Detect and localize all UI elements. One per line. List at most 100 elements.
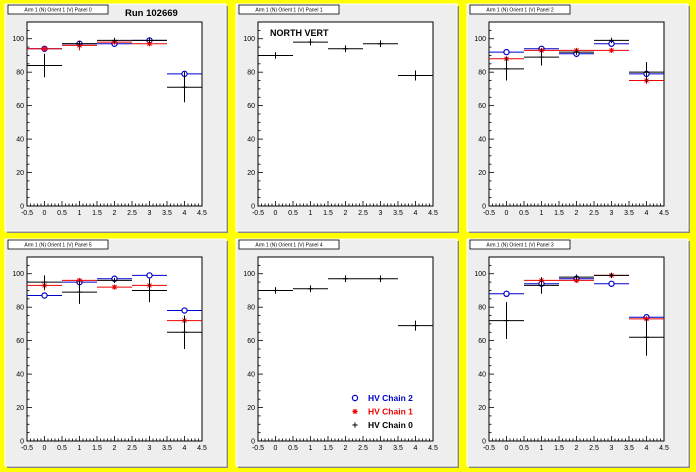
data-point (167, 307, 202, 314)
y-tick-label: 20 (16, 170, 24, 177)
x-tick-label: 3.5 (624, 210, 634, 217)
x-tick-label: 2 (575, 210, 579, 217)
pad-title: Arm 1 (N) Orient 1 (V) Panel 4 (238, 239, 340, 250)
marker (608, 47, 615, 54)
marker (503, 290, 510, 297)
marker (76, 289, 83, 295)
y-tick-label: 80 (247, 70, 255, 77)
marker (111, 277, 118, 284)
data-point (97, 284, 132, 290)
y-tick-label: 0 (251, 204, 255, 211)
x-tick-label: 3.5 (162, 445, 172, 452)
data-point (559, 49, 594, 55)
y-tick-label: 20 (16, 405, 24, 412)
pad-title-text: Arm 1 (N) Orient 1 (V) Panel 1 (255, 8, 322, 14)
x-tick-label: 4.5 (197, 210, 207, 217)
x-tick-label: 2.5 (589, 445, 599, 452)
y-tick-label: 0 (20, 204, 24, 211)
plot-frame (26, 21, 203, 207)
y-tick-label: 100 (243, 271, 255, 278)
x-tick-label: 0 (43, 210, 47, 217)
data-point (524, 277, 559, 294)
data-point (293, 285, 328, 293)
data-point (62, 41, 97, 47)
legend-entry: HV Chain 1 (352, 407, 413, 417)
marker (538, 282, 545, 289)
x-tick-label: 0.5 (57, 210, 67, 217)
data-point (629, 318, 664, 356)
x-tick-label: 4.5 (659, 210, 669, 217)
data-point (594, 37, 629, 43)
data-point (398, 70, 433, 81)
data-point (132, 272, 167, 279)
x-tick-label: 3.5 (393, 445, 403, 452)
x-tick-label: 1 (540, 210, 544, 217)
marker (272, 287, 279, 294)
x-tick-label: 3.5 (162, 210, 172, 217)
marker (181, 329, 188, 335)
x-tick-label: 2 (344, 445, 348, 452)
marker (503, 317, 510, 324)
x-tick-label: 4.5 (428, 210, 438, 217)
marker (41, 279, 48, 285)
marker (146, 287, 153, 294)
y-tick-label: 40 (478, 137, 486, 144)
x-tick-label: 1.5 (554, 445, 564, 452)
x-tick-label: 0.5 (519, 445, 529, 452)
x-tick-label: 3 (379, 210, 383, 217)
x-tick-label: 1 (78, 445, 82, 452)
marker (181, 84, 188, 90)
y-tick-label: 0 (482, 204, 486, 211)
marker (272, 52, 279, 59)
pad-title: Arm 1 (N) Orient 1 (V) Panel 5 (7, 239, 109, 250)
pad-title-box (7, 239, 109, 250)
pad-title-text: Arm 1 (N) Orient 1 (V) Panel 2 (486, 8, 553, 14)
x-tick-label: 0 (43, 445, 47, 452)
y-tick-label: 40 (16, 372, 24, 379)
y-tick-label: 100 (243, 36, 255, 43)
legend-label: HV Chain 2 (368, 393, 413, 403)
y-tick-label: 60 (16, 103, 24, 110)
y-tick-label: 40 (247, 372, 255, 379)
x-tick-label: 1 (309, 445, 313, 452)
marker (342, 46, 349, 52)
x-tick-label: 2.5 (358, 445, 368, 452)
data-point (62, 280, 97, 304)
data-point (167, 315, 202, 349)
x-tick-label: 1 (309, 210, 313, 217)
y-tick-label: 80 (247, 305, 255, 312)
x-tick-label: 4 (183, 445, 187, 452)
y-tick-label: 60 (247, 103, 255, 110)
series-hv-chain-0 (27, 37, 202, 103)
y-tick-label: 80 (16, 305, 24, 312)
x-tick-label: -0.5 (483, 210, 495, 217)
x-tick-label: 4 (645, 445, 649, 452)
legend-label: HV Chain 1 (368, 407, 413, 417)
marker (538, 54, 545, 60)
x-tick-label: 2 (113, 210, 117, 217)
series-hv-chain-0 (258, 38, 433, 81)
data-point (363, 275, 398, 283)
x-tick-label: 0.5 (288, 210, 298, 217)
marker (608, 37, 615, 43)
y-tick-label: 0 (20, 439, 24, 446)
north-vert-annotation: NORTH VERT (270, 28, 329, 38)
marker (342, 276, 349, 282)
y-tick-label: 100 (12, 271, 24, 278)
legend-marker (352, 422, 358, 428)
x-tick-label: 1.5 (554, 210, 564, 217)
x-tick-label: -0.5 (21, 445, 33, 452)
x-tick-label: 4 (645, 210, 649, 217)
legend: HV Chain 2 HV Chain 1 HV Chain 0 (351, 393, 413, 430)
marker (181, 307, 188, 314)
pad-title-box (469, 4, 571, 15)
data-point (594, 272, 629, 278)
y-tick-label: 60 (247, 338, 255, 345)
data-point (489, 290, 524, 297)
x-tick-label: 0.5 (288, 445, 298, 452)
